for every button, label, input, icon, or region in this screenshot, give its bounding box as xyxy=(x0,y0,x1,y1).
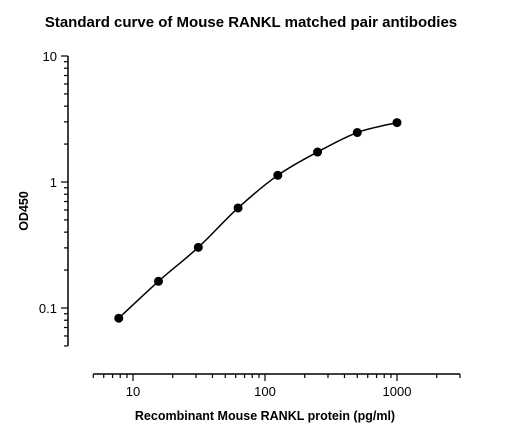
data-point xyxy=(392,118,402,128)
x-axis-label: Recombinant Mouse RANKL protein (pg/ml) xyxy=(135,409,395,423)
data-point xyxy=(233,203,243,213)
data-point xyxy=(273,170,283,180)
data-point xyxy=(114,313,124,323)
ticks: 10 100 1000 0.1 1 10 xyxy=(39,49,461,399)
data-point xyxy=(193,242,203,252)
fit-curve xyxy=(118,121,398,319)
y-tick-label: 0.1 xyxy=(39,301,57,316)
y-axis-label: OD450 xyxy=(17,191,31,231)
x-tick-label: 100 xyxy=(254,384,276,399)
y-tick-label: 1 xyxy=(50,175,57,190)
x-tick-label: 10 xyxy=(126,384,140,399)
y-tick-label: 10 xyxy=(43,49,57,64)
data-points xyxy=(114,118,402,323)
data-point xyxy=(313,147,323,157)
chart-title: Standard curve of Mouse RANKL matched pa… xyxy=(45,14,457,31)
data-point xyxy=(153,276,163,286)
x-tick-label: 1000 xyxy=(383,384,412,399)
axes xyxy=(67,56,460,375)
data-point xyxy=(352,128,362,138)
